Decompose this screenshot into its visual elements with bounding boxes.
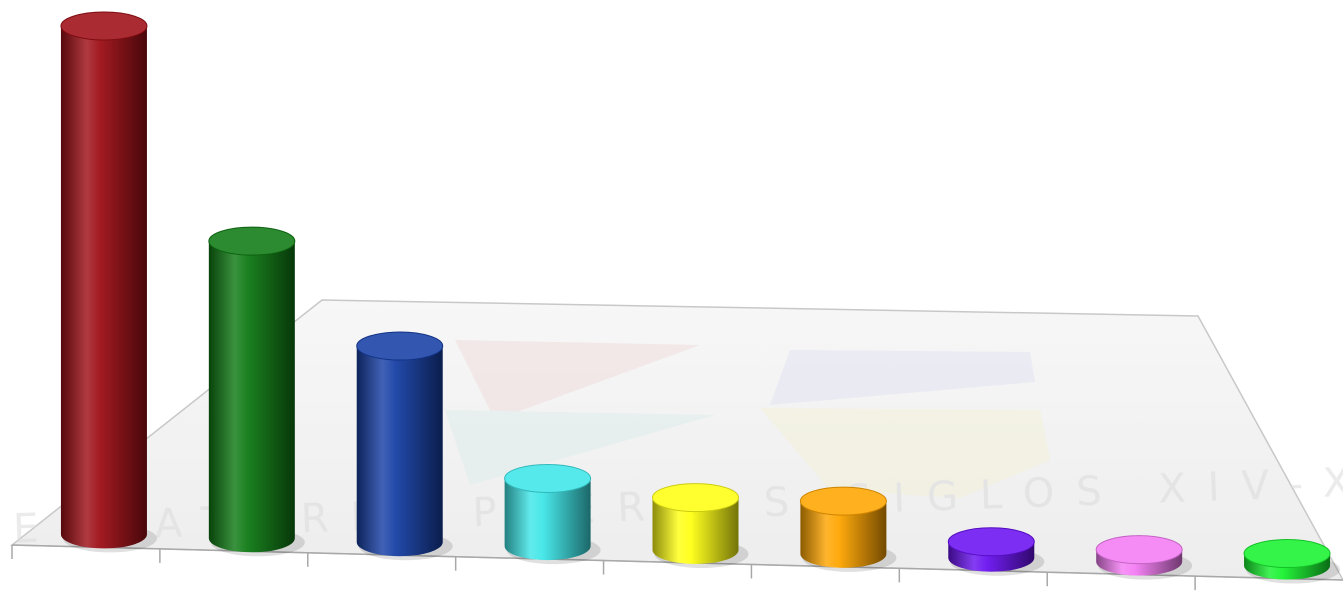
bar-top [947, 527, 1035, 557]
bar [1243, 539, 1341, 584]
bar [208, 226, 305, 557]
bar-body [800, 501, 887, 568]
bar-top [208, 226, 296, 256]
bar [947, 527, 1045, 576]
bar [356, 331, 453, 561]
bar-top [1095, 535, 1183, 565]
bar-body [356, 346, 443, 557]
bar-body [60, 26, 147, 549]
bar [1095, 535, 1193, 580]
bar-body [652, 497, 739, 564]
bar [504, 463, 601, 565]
bar [652, 483, 749, 568]
bars [60, 11, 1341, 584]
bar-body [208, 241, 295, 553]
bar-top [356, 331, 444, 361]
bar [60, 11, 157, 553]
bar-body [504, 478, 591, 561]
bar-top [799, 486, 887, 516]
bar-top [652, 483, 739, 513]
bar [799, 486, 897, 572]
bar-top [60, 11, 148, 41]
x-axis-ticks [11, 545, 1196, 591]
bar-top [504, 463, 592, 493]
bar-top [1243, 539, 1331, 569]
